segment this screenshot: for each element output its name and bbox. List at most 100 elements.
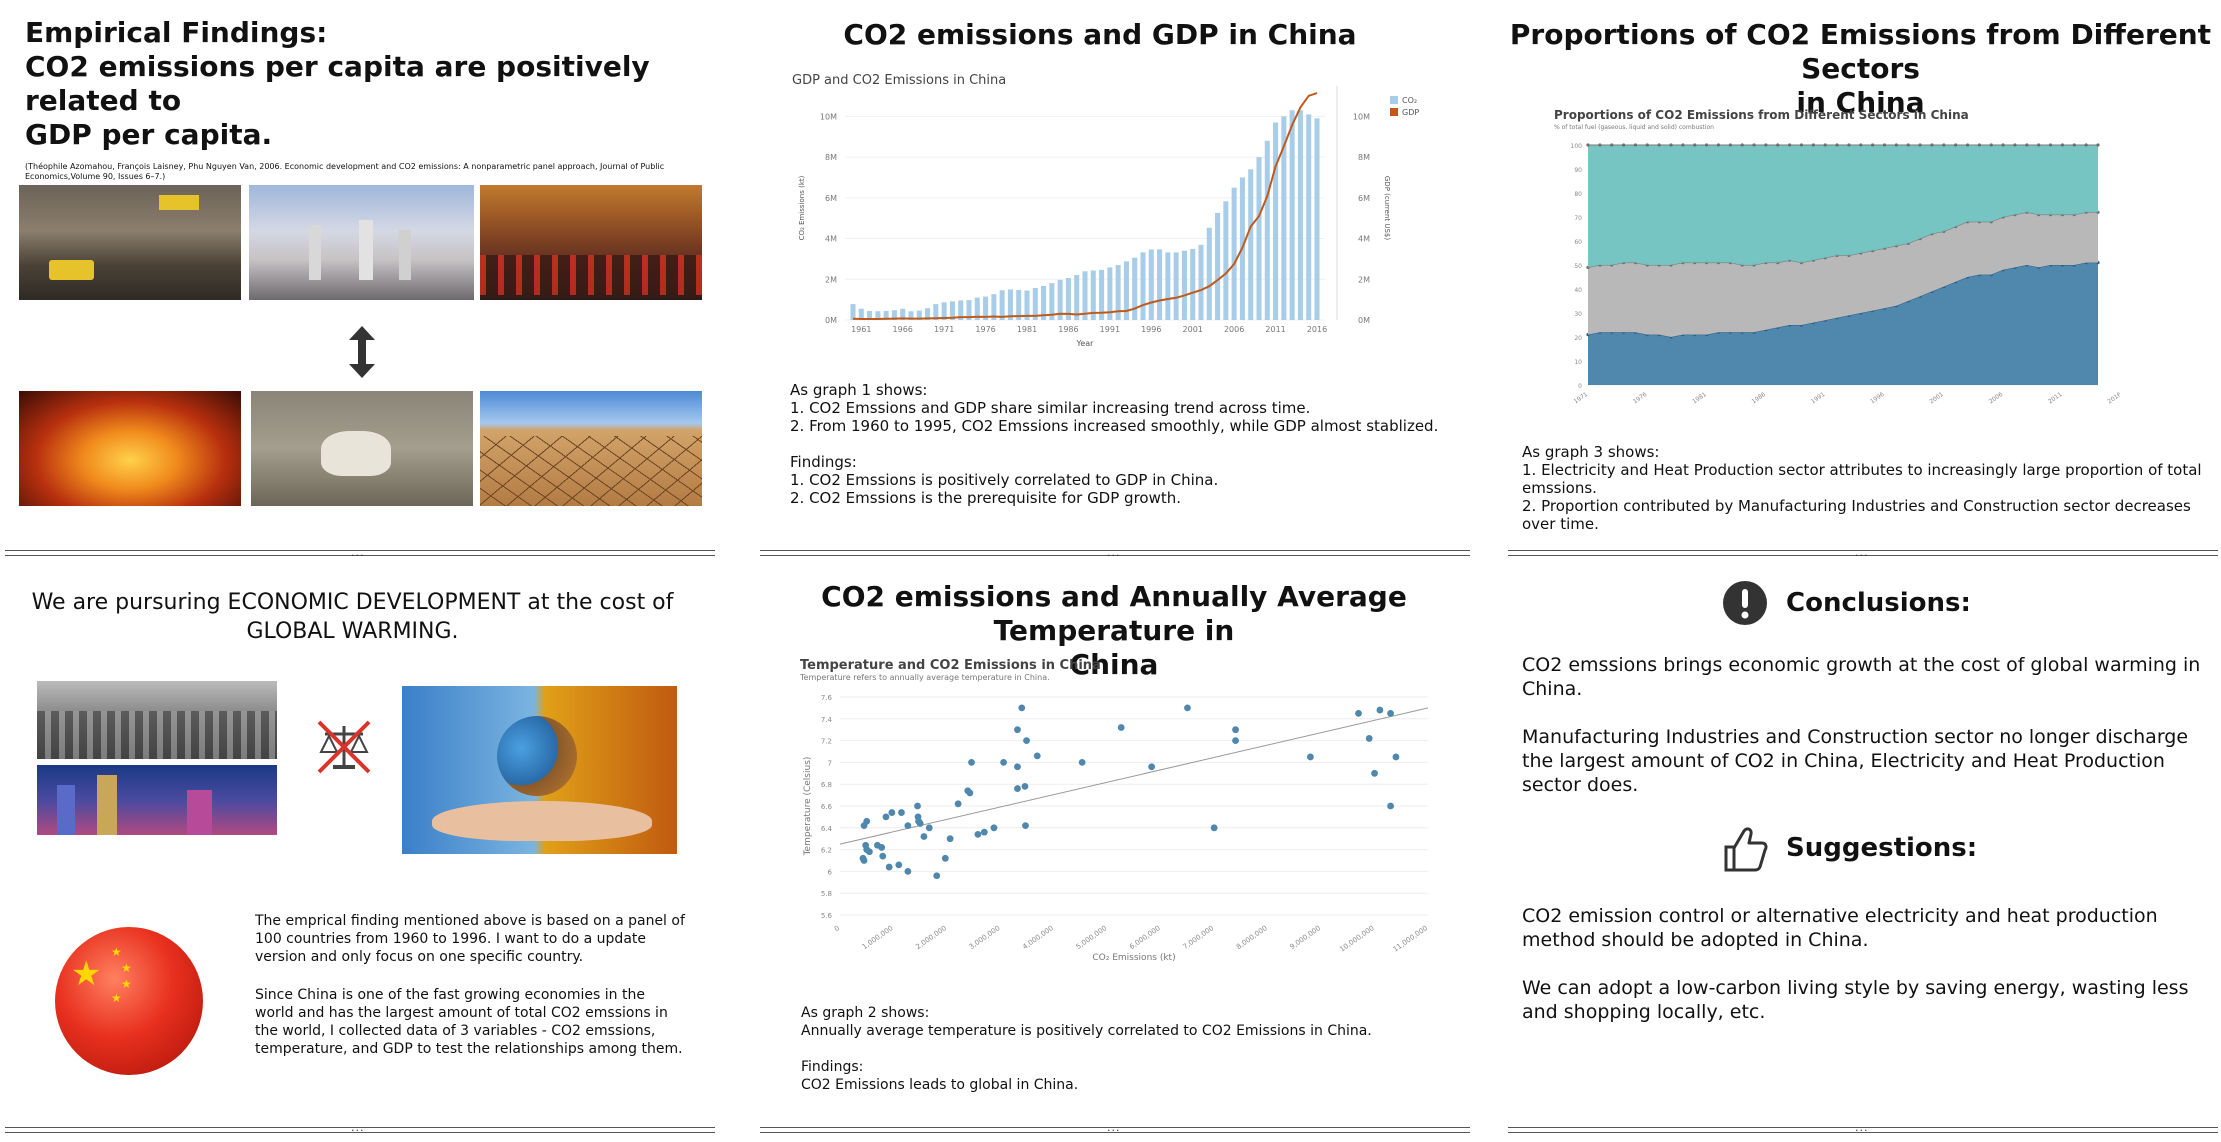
y2-tick-label: 6M — [1358, 194, 1370, 203]
earth-hands-photo — [402, 686, 677, 854]
x-tick-label: 1991 — [1810, 391, 1827, 406]
x-tick-label: 6,000,000 — [1128, 924, 1162, 951]
slide-menu-dots[interactable]: ... — [1107, 1121, 1121, 1134]
sector-data-point — [1693, 143, 1697, 147]
slide-menu-dots[interactable]: ... — [1855, 546, 1869, 559]
scatter-point — [1023, 737, 1030, 744]
sector-data-point — [2037, 143, 2041, 147]
scatter-point — [1018, 704, 1026, 712]
gdp-line — [852, 92, 1318, 320]
scatter-point — [1387, 709, 1394, 717]
sector-data-point — [1657, 143, 1661, 147]
chart-title: GDP and CO2 Emissions in China — [792, 73, 1006, 88]
scatter-point — [1307, 753, 1314, 761]
note-line: 1. CO2 Emssions and GDP share similar in… — [790, 399, 1311, 417]
sector-data-point — [1799, 143, 1804, 147]
scatter-point — [1232, 737, 1239, 744]
sector-data-point — [1859, 143, 1863, 147]
x-tick-label: 1,000,000 — [861, 924, 895, 951]
y-tick-label: 7.2 — [821, 738, 832, 746]
note-line: As graph 3 shows: — [1522, 443, 1660, 461]
x-tick-label: 0 — [833, 924, 841, 933]
slide-co2-temperature[interactable]: CO2 emissions and Annually Average Tempe… — [758, 570, 1470, 1125]
sector-data-point — [1823, 143, 1827, 147]
slide-sector-proportions[interactable]: Proportions of CO2 Emissions from Differ… — [1500, 0, 2221, 545]
sector-data-point — [2025, 143, 2029, 147]
co2-bar — [1074, 274, 1080, 320]
sector-data-point — [1621, 143, 1626, 147]
slide-economic-development[interactable]: We are pursuring ECONOMIC DEVELOPMENT at… — [0, 570, 720, 1125]
slide-menu-dots[interactable]: ... — [1107, 546, 1121, 559]
chart-title: Temperature and CO2 Emissions in China — [800, 658, 1101, 673]
exclamation-circle-icon — [1723, 581, 1767, 625]
co2-bar — [1148, 249, 1154, 320]
sector-data-point — [1835, 143, 1839, 147]
x-tick-label: 1986 — [1058, 325, 1078, 334]
slide-title: Proportions of CO2 Emissions from Differ… — [1500, 18, 2221, 120]
co2-gdp-chart: GDP and CO2 Emissions in China 0M 2M 4M 6M 8M… — [792, 73, 1420, 348]
chart-subtitle: Temperature refers to annually average t… — [799, 673, 1050, 682]
slide-menu-dots[interactable]: ... — [351, 546, 365, 559]
x-tick-label: 1981 — [1691, 391, 1708, 406]
slide-menu-dots[interactable]: ... — [351, 1121, 365, 1134]
sector-data-point — [1847, 143, 1851, 147]
x-tick-label: 1986 — [1751, 391, 1768, 406]
co2-bar — [1049, 283, 1055, 320]
citation: (Théophile Azomahou, François Laisney, P… — [25, 162, 665, 181]
x-tick-label: 1971 — [934, 325, 954, 334]
x-tick-label: 2006 — [1988, 391, 2005, 406]
co2-bar — [1289, 110, 1295, 320]
co2-bar — [1248, 169, 1254, 320]
note-line: Annually average temperature is positive… — [801, 1023, 1372, 1039]
slide-empirical-findings[interactable]: Empirical Findings: CO2 emissions per ca… — [0, 0, 720, 545]
y-tick-label: 100 — [1571, 143, 1583, 150]
co2-bar — [983, 296, 989, 320]
slide-title-line-1: Empirical Findings: — [25, 16, 328, 49]
scatter-point — [904, 868, 912, 875]
co2-bar — [1215, 212, 1221, 320]
scatter-point — [863, 817, 871, 825]
sector-data-point — [1669, 143, 1673, 147]
scatter-point — [1184, 704, 1191, 712]
scatter-point — [1387, 802, 1394, 810]
y-tick-label: 5.6 — [821, 912, 833, 920]
x-axis-label: CO₂ Emissions (kt) — [1092, 953, 1175, 963]
y-tick-label: 5.8 — [821, 890, 832, 898]
scatter-point — [879, 852, 887, 860]
scatter-point — [925, 824, 933, 832]
chart-subtitle: % of total fuel (gaseous, liquid and sol… — [1554, 124, 1714, 131]
sector-data-point — [1681, 143, 1685, 147]
y-tick-label: 40 — [1574, 287, 1582, 294]
drought-photo — [480, 391, 702, 506]
co2-bar — [1016, 290, 1022, 320]
scatter-point — [1365, 735, 1373, 742]
sector-data-point — [1977, 143, 1981, 147]
scatter-point — [1148, 763, 1156, 771]
co2-bar — [1057, 279, 1063, 320]
traffic-photo — [480, 185, 702, 300]
x-tick-label: 2011 — [1265, 325, 1285, 334]
scatter-point — [1033, 752, 1041, 760]
scatter-point — [904, 822, 912, 830]
co2-bar — [941, 302, 947, 320]
x-tick-label: 2001 — [1928, 391, 1945, 406]
sector-area — [1588, 145, 2098, 268]
sector-data-point — [1942, 143, 1946, 147]
scatter-point — [914, 802, 921, 810]
x-tick-label: 8,000,000 — [1235, 924, 1269, 951]
x-tick-label: 2006 — [1224, 325, 1244, 334]
slide-separator — [5, 550, 715, 556]
scatter-point — [1014, 785, 1021, 792]
scatter-point — [878, 844, 886, 851]
x-tick-label: 9,000,000 — [1288, 924, 1322, 951]
co2-bar — [1099, 269, 1105, 320]
slide-conclusions[interactable]: Conclusions: CO2 emssions brings economi… — [1500, 570, 2221, 1125]
china-flag-ball-icon: ★ ★ ★ ★ ★ — [55, 927, 203, 1075]
x-tick-label: 3,000,000 — [968, 924, 1002, 951]
slide-co2-gdp[interactable]: CO2 emissions and GDP in China GDP and C… — [758, 0, 1470, 545]
x-tick-label: 2011 — [2047, 391, 2064, 406]
y2-tick-label: 10M — [1353, 112, 1370, 121]
slide-menu-dots[interactable]: ... — [1855, 1121, 1869, 1134]
slide-title-line-3: GDP per capita. — [25, 118, 273, 151]
conclusion-item: CO2 emssions brings economic growth at t… — [1522, 654, 2201, 700]
